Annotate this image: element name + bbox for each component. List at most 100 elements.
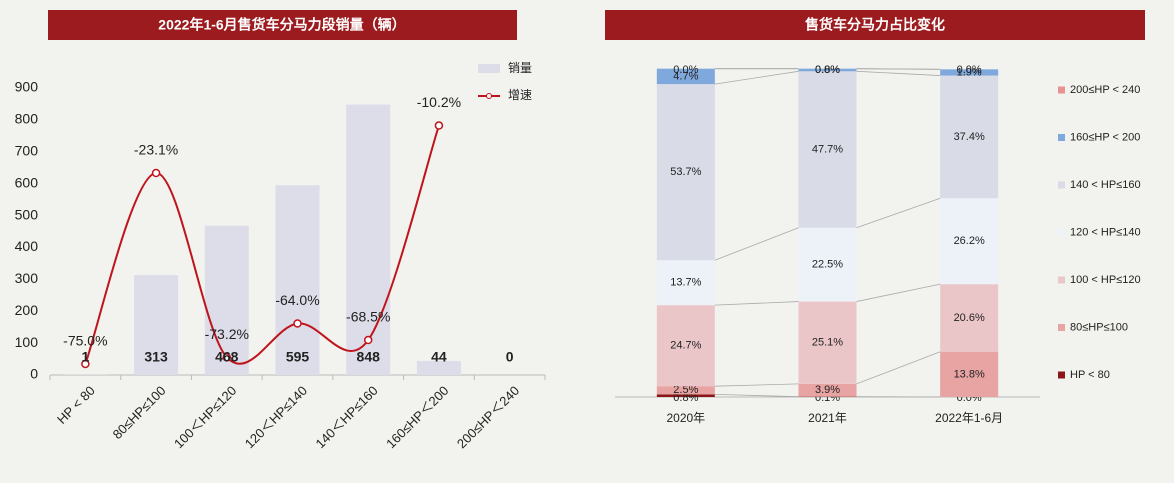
legend-label: 80≤HP≤100 xyxy=(1070,321,1128,333)
legend-swatch xyxy=(1058,181,1065,189)
bar-segment xyxy=(656,305,715,387)
connector xyxy=(714,70,799,85)
segment-label: 25.1% xyxy=(812,337,843,349)
segment-label: 4.7% xyxy=(673,70,698,82)
bar-label: 0 xyxy=(506,349,514,365)
bar-segment xyxy=(656,68,715,85)
legend-label: 增速 xyxy=(508,88,532,102)
bar-label: 44 xyxy=(431,349,447,365)
bar xyxy=(275,185,320,375)
y-tick-label: 200 xyxy=(15,302,39,318)
legend-label: 140 < HP≤160 xyxy=(1070,179,1141,191)
line-label: -23.1% xyxy=(134,142,178,158)
legend-label: HP < 80 xyxy=(1070,369,1110,381)
line-marker xyxy=(81,359,90,369)
legend-swatch xyxy=(1058,86,1065,94)
segment-label: 0.8% xyxy=(815,64,840,76)
line-label: -68.5% xyxy=(346,309,390,325)
title-bar xyxy=(48,10,517,40)
bar-label: 313 xyxy=(144,349,168,365)
bar-segment xyxy=(940,284,999,352)
y-tick-label: 800 xyxy=(15,111,39,127)
line-marker xyxy=(151,168,161,178)
x-tick-label: 2022年1-6月 xyxy=(935,411,1003,425)
legend-label: 100 < HP≤120 xyxy=(1070,274,1141,286)
bar xyxy=(346,104,391,376)
bar-segment xyxy=(656,386,715,395)
legend-swatch xyxy=(478,64,500,73)
segment-label: 0.0% xyxy=(815,64,840,76)
line-marker xyxy=(293,319,302,328)
segment-label: 1.9% xyxy=(957,66,982,78)
line-marker xyxy=(434,121,444,130)
segment-label: 37.4% xyxy=(954,131,985,143)
connector xyxy=(714,383,799,387)
legend-swatch xyxy=(1058,371,1065,379)
segment-label: 20.6% xyxy=(954,312,985,324)
bar-segment xyxy=(940,75,999,199)
bar-segment xyxy=(656,394,715,397)
segment-label: 13.7% xyxy=(670,277,701,289)
segment-label: 2.5% xyxy=(673,384,698,396)
segment-label: 53.7% xyxy=(670,166,701,178)
bar xyxy=(204,225,249,375)
y-tick-label: 900 xyxy=(15,79,39,95)
legend-label: 200≤HP < 240 xyxy=(1070,84,1140,96)
segment-label: 0.0% xyxy=(673,64,698,76)
bar-segment xyxy=(798,68,857,72)
line-marker xyxy=(222,353,232,362)
segment-label: 0.0% xyxy=(957,64,982,76)
line-label: -10.2% xyxy=(417,94,461,110)
legend-label: 160≤HP < 200 xyxy=(1070,131,1140,143)
bar-segment xyxy=(940,351,999,397)
line-marker xyxy=(363,335,373,345)
bar-segment xyxy=(656,260,715,306)
bar-segment xyxy=(798,227,857,302)
segment-label: 26.2% xyxy=(954,235,985,247)
connector xyxy=(714,227,799,261)
bar-segment xyxy=(656,84,715,261)
connector xyxy=(856,197,941,229)
bar xyxy=(134,275,179,375)
bar-label: 468 xyxy=(215,349,239,365)
bar-segment xyxy=(940,198,999,285)
title-bar xyxy=(605,10,1145,40)
legend-swatch xyxy=(1058,229,1065,236)
connector xyxy=(714,393,799,398)
y-tick-label: 600 xyxy=(15,174,39,190)
y-tick-label: 0 xyxy=(30,366,38,382)
bar xyxy=(416,360,461,375)
legend-swatch xyxy=(486,93,492,99)
connector xyxy=(714,301,799,306)
segment-label: 24.7% xyxy=(670,340,701,352)
chart-title: 2022年1-6月售货车分马力段销量（辆） xyxy=(158,17,405,33)
bar-label: 848 xyxy=(357,349,381,365)
connector xyxy=(856,283,941,302)
connector xyxy=(856,68,941,70)
segment-label: 13.8% xyxy=(954,368,985,380)
y-tick-label: 400 xyxy=(15,238,39,254)
y-tick-label: 100 xyxy=(15,334,39,350)
bar-label: 1 xyxy=(81,349,89,365)
segment-label: 47.7% xyxy=(812,143,843,155)
chart-title: 售货车分马力占比变化 xyxy=(804,17,945,33)
line-label: -73.2% xyxy=(205,326,249,342)
y-tick-label: 300 xyxy=(15,270,39,286)
segment-label: 3.9% xyxy=(815,384,840,396)
segment-label: 0.8% xyxy=(673,392,698,404)
bar-label: 595 xyxy=(286,349,310,365)
y-tick-label: 500 xyxy=(15,206,39,222)
bar-segment xyxy=(798,301,857,384)
growth-line xyxy=(84,125,440,365)
bar-segment xyxy=(798,71,857,228)
y-tick-label: 700 xyxy=(15,142,39,158)
legend-swatch xyxy=(1058,134,1065,141)
x-tick-label: 2021年 xyxy=(808,411,847,425)
line-label: -75.0% xyxy=(63,333,107,349)
legend-swatch xyxy=(1058,324,1065,331)
segment-label: 22.5% xyxy=(812,259,843,271)
x-tick-label: 2020年 xyxy=(666,411,705,425)
bar-segment xyxy=(940,69,999,76)
connector xyxy=(856,70,941,76)
